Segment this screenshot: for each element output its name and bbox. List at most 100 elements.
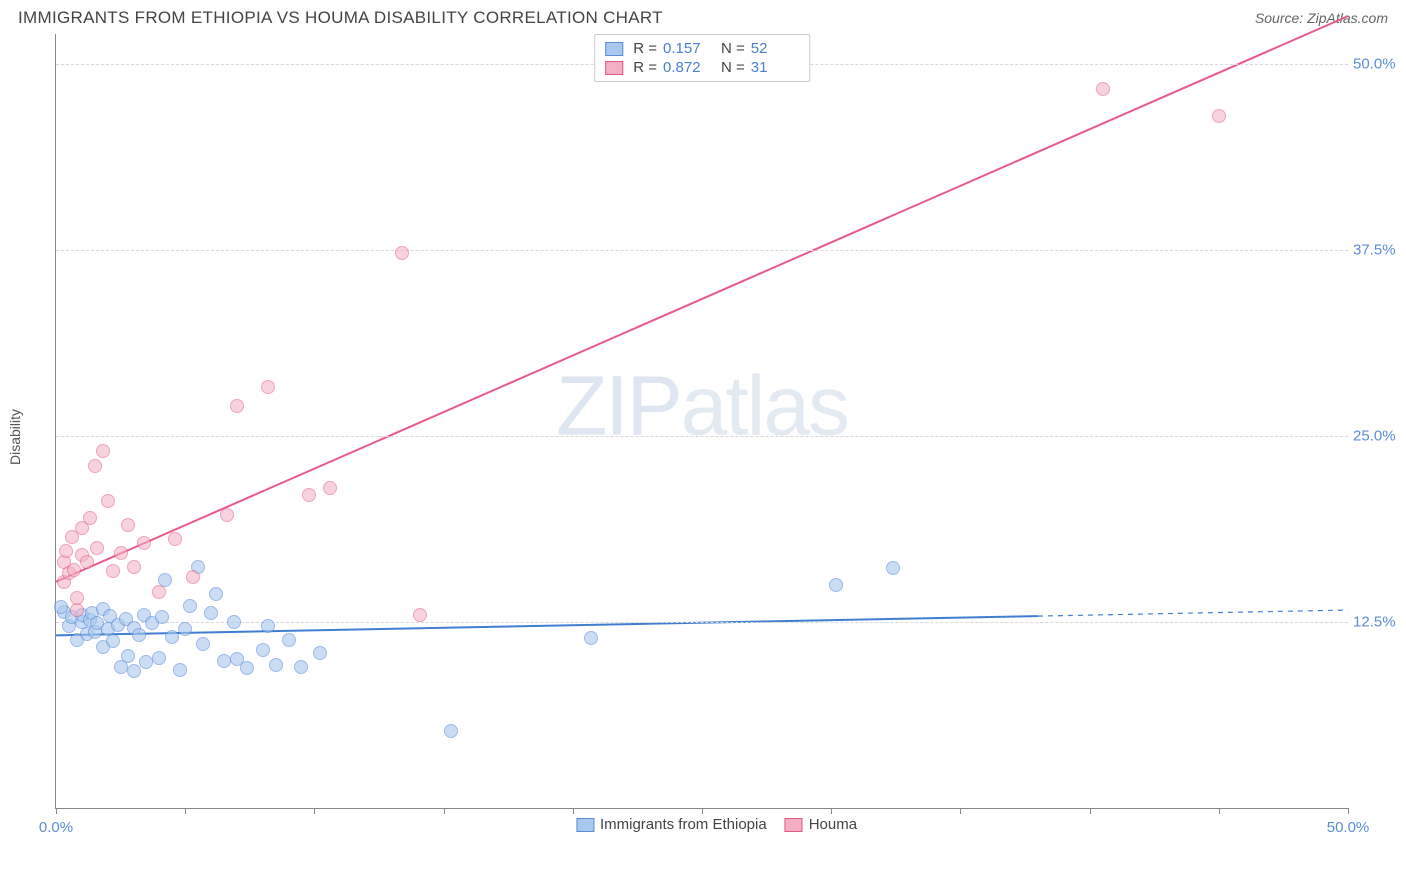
x-tick <box>831 808 832 814</box>
data-point <box>217 654 231 668</box>
legend-item: Immigrants from Ethiopia <box>576 816 767 833</box>
data-point <box>256 643 270 657</box>
data-point <box>106 634 120 648</box>
data-point <box>80 555 94 569</box>
watermark: ZIPatlas <box>556 357 848 454</box>
legend-item: Houma <box>785 816 857 833</box>
legend-bottom: Immigrants from Ethiopia Houma <box>576 816 857 833</box>
data-point <box>294 660 308 674</box>
data-point <box>106 564 120 578</box>
stat-n-value-1: 31 <box>751 59 799 76</box>
data-point <box>152 585 166 599</box>
data-point <box>240 661 254 675</box>
data-point <box>178 622 192 636</box>
data-point <box>83 511 97 525</box>
data-point <box>121 518 135 532</box>
trend-lines-svg <box>56 34 1348 808</box>
gridline <box>56 622 1348 623</box>
x-tick <box>1348 808 1349 814</box>
legend-stats-row-1: R = 0.872 N = 31 <box>605 58 799 77</box>
legend-swatch <box>785 818 803 832</box>
y-tick-label: 37.5% <box>1353 241 1406 258</box>
data-point <box>90 541 104 555</box>
x-tick-label: 50.0% <box>1327 819 1370 836</box>
data-point <box>88 459 102 473</box>
x-tick <box>1219 808 1220 814</box>
gridline <box>56 436 1348 437</box>
legend-label: Houma <box>809 816 857 833</box>
x-tick <box>573 808 574 814</box>
data-point <box>230 399 244 413</box>
data-point <box>152 651 166 665</box>
legend-swatch-1 <box>605 61 623 75</box>
y-tick-label: 25.0% <box>1353 427 1406 444</box>
chart-source: Source: ZipAtlas.com <box>1255 10 1388 26</box>
data-point <box>67 563 81 577</box>
data-point <box>323 481 337 495</box>
x-tick <box>444 808 445 814</box>
legend-swatch-0 <box>605 42 623 56</box>
stat-r-value-0: 0.157 <box>663 40 711 57</box>
data-point <box>70 603 84 617</box>
watermark-bold: ZIP <box>556 358 681 452</box>
legend-swatch <box>576 818 594 832</box>
y-axis-label: Disability <box>7 408 23 464</box>
x-tick <box>702 808 703 814</box>
data-point <box>183 599 197 613</box>
x-tick <box>185 808 186 814</box>
data-point <box>282 633 296 647</box>
data-point <box>261 380 275 394</box>
stat-r-label: R = <box>633 59 657 76</box>
data-point <box>395 246 409 260</box>
data-point <box>1096 82 1110 96</box>
data-point <box>220 508 234 522</box>
data-point <box>127 560 141 574</box>
data-point <box>209 587 223 601</box>
trend-line-extrapolated <box>1038 610 1348 616</box>
trend-line <box>56 616 1038 635</box>
x-tick <box>314 808 315 814</box>
stat-n-label: N = <box>721 40 745 57</box>
x-tick <box>960 808 961 814</box>
data-point <box>121 649 135 663</box>
stat-r-label: R = <box>633 40 657 57</box>
stat-n-label: N = <box>721 59 745 76</box>
legend-label: Immigrants from Ethiopia <box>600 816 767 833</box>
chart-header: IMMIGRANTS FROM ETHIOPIA VS HOUMA DISABI… <box>0 0 1406 34</box>
data-point <box>313 646 327 660</box>
data-point <box>261 619 275 633</box>
watermark-light: atlas <box>681 358 848 452</box>
stat-r-value-1: 0.872 <box>663 59 711 76</box>
data-point <box>137 536 151 550</box>
data-point <box>173 663 187 677</box>
legend-stats: R = 0.157 N = 52 R = 0.872 N = 31 <box>594 34 810 82</box>
data-point <box>1212 109 1226 123</box>
data-point <box>186 570 200 584</box>
data-point <box>132 628 146 642</box>
data-point <box>196 637 210 651</box>
gridline <box>56 250 1348 251</box>
data-point <box>584 631 598 645</box>
data-point <box>413 608 427 622</box>
data-point <box>139 655 153 669</box>
x-tick <box>56 808 57 814</box>
data-point <box>127 664 141 678</box>
data-point <box>204 606 218 620</box>
stat-n-value-0: 52 <box>751 40 799 57</box>
data-point <box>444 724 458 738</box>
data-point <box>59 544 73 558</box>
plot-area: ZIPatlas R = 0.157 N = 52 R = 0.872 N = … <box>55 34 1348 809</box>
data-point <box>114 546 128 560</box>
data-point <box>269 658 283 672</box>
data-point <box>165 630 179 644</box>
data-point <box>101 494 115 508</box>
legend-stats-row-0: R = 0.157 N = 52 <box>605 39 799 58</box>
data-point <box>155 610 169 624</box>
chart-title: IMMIGRANTS FROM ETHIOPIA VS HOUMA DISABI… <box>18 8 663 28</box>
chart-container: Disability ZIPatlas R = 0.157 N = 52 R =… <box>45 34 1388 839</box>
y-tick-label: 12.5% <box>1353 613 1406 630</box>
data-point <box>227 615 241 629</box>
data-point <box>168 532 182 546</box>
x-tick <box>1090 808 1091 814</box>
data-point <box>54 600 68 614</box>
